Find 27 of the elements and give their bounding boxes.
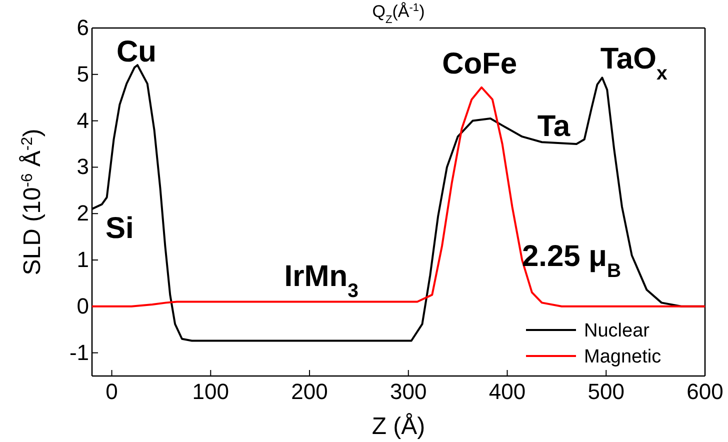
x-tick-label: 100 [192, 378, 230, 404]
legend-label: Nuclear [584, 320, 650, 342]
x-tick-label: 600 [686, 378, 724, 404]
y-tick-label: 1 [76, 247, 89, 272]
y-tick-label: -1 [69, 340, 89, 365]
y-tick-label: 2 [76, 200, 89, 226]
annotation: TaO$_{x}$ [600, 42, 668, 85]
y-tick-label: 0 [76, 293, 89, 318]
x-tick-label: 400 [488, 378, 526, 404]
annotation: Si [106, 212, 134, 246]
y-tick-label: 5 [76, 61, 89, 86]
annotation: CoFe [442, 47, 518, 80]
y-tick-label: 3 [76, 154, 89, 180]
text: Q$_{Z}$(Å$^{-1}$) [372, 2, 425, 26]
x-tick-label: 200 [291, 378, 328, 404]
annotation: Ta [537, 110, 570, 143]
y-tick-label: 6 [76, 15, 89, 40]
x-axis-title: Z (Å) [372, 413, 426, 440]
x-tick-label: 300 [390, 378, 427, 404]
annotation: Cu [116, 36, 156, 69]
annotation: 2.25 μ$_{B}$ [522, 240, 622, 282]
x-tick-label: 0 [106, 378, 118, 404]
annotation: IrMn$_{3}$ [284, 260, 359, 302]
line-series [91, 86, 706, 308]
y-tick-label: 4 [76, 108, 89, 133]
legend-label: Magnetic [584, 346, 662, 368]
x-tick-label: 500 [588, 378, 624, 404]
